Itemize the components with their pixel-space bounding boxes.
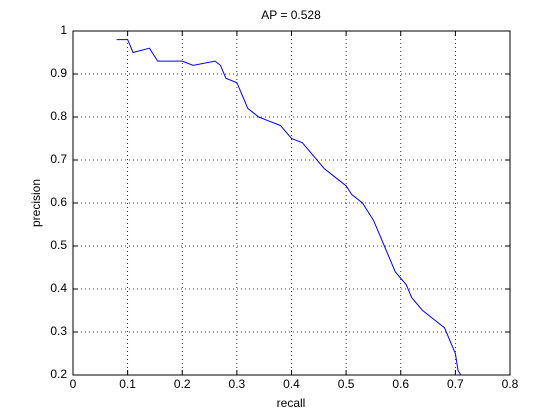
plot-frame <box>72 30 511 376</box>
x-tick-label: 0.5 <box>338 377 355 391</box>
y-tick-label: 0.5 <box>50 238 67 252</box>
x-tick-label: 0.3 <box>229 377 246 391</box>
x-axis-label: recall <box>277 396 306 410</box>
y-tick-label: 0.8 <box>50 109 67 123</box>
x-tick-label: 0.8 <box>502 377 519 391</box>
y-tick-label: 0.6 <box>50 195 67 209</box>
y-tick-label: 0.2 <box>50 367 67 381</box>
pr-curve <box>116 39 462 376</box>
y-tick-label: 0.7 <box>50 152 67 166</box>
x-tick-label: 0.6 <box>392 377 409 391</box>
x-tick-label: 0.1 <box>119 377 136 391</box>
y-tick-label: 0.4 <box>50 281 67 295</box>
y-axis-label: precision <box>29 179 43 227</box>
x-tick-label: 0.4 <box>283 377 300 391</box>
x-tick-label: 0 <box>70 377 77 391</box>
y-tick-label: 1 <box>60 23 67 37</box>
y-tick-label: 0.3 <box>50 324 67 338</box>
chart-title: AP = 0.528 <box>261 8 321 22</box>
y-tick-label: 0.9 <box>50 66 67 80</box>
x-tick-label: 0.2 <box>174 377 191 391</box>
x-tick-label: 0.7 <box>447 377 464 391</box>
